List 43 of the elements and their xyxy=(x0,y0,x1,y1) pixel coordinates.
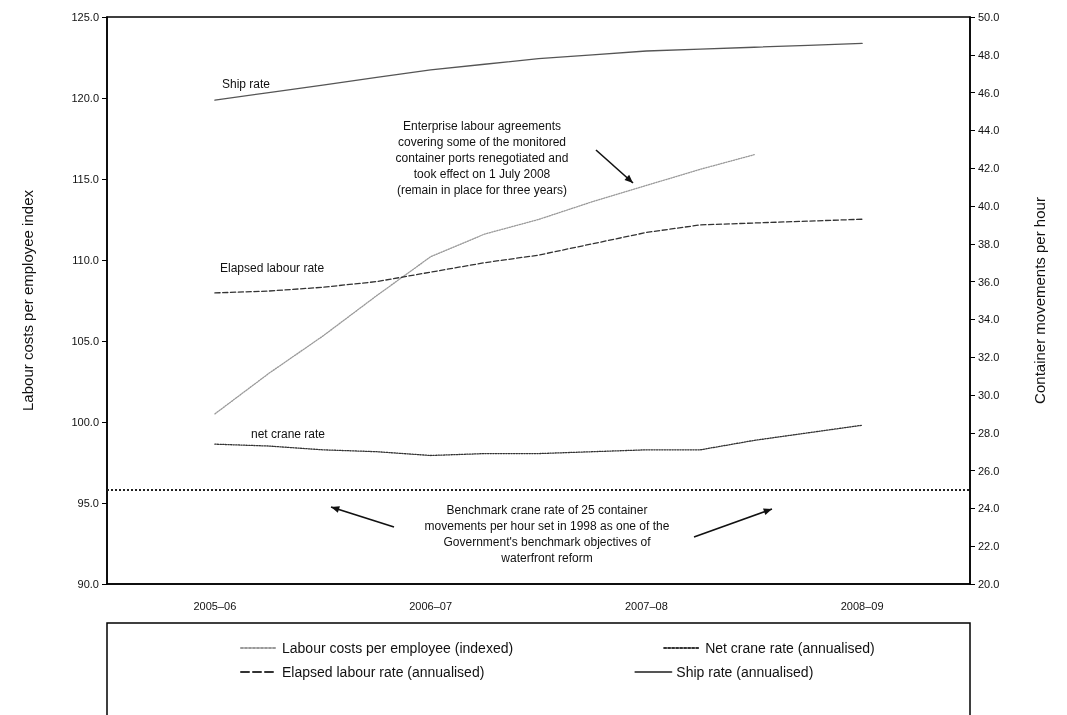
line-series xyxy=(214,218,863,294)
y-tick-label: 115.0 xyxy=(72,173,99,185)
y2-tick-label: 20.0 xyxy=(978,578,1000,590)
y-axis-title: Labour costs per employee index xyxy=(19,189,36,411)
annotation: Enterprise labour agreements covering some of the monitored container ports renegotiated and took effect on 1 July 2008 (remain in place for three years) xyxy=(395,119,569,197)
y2-tick-label: 42.0 xyxy=(978,162,1000,175)
legend-label: Net crane rate (annualised) xyxy=(705,640,875,656)
annotation: Ship rate xyxy=(222,77,271,91)
legend-label: Labour costs per employee (indexed) xyxy=(282,640,514,656)
y-tick-label: 100.0 xyxy=(71,416,99,428)
x-tick-label: 2006–07 xyxy=(409,599,453,612)
legend-label: Elapsed labour rate (annualised) xyxy=(282,664,485,680)
y-tick-label: 105.0 xyxy=(71,335,99,347)
y2-tick-label: 28.0 xyxy=(978,426,1000,439)
line-series xyxy=(214,424,863,457)
x-tick-label: 2005–06 xyxy=(193,599,237,612)
y2-tick-label: 30.0 xyxy=(978,389,1000,401)
legend-label: Ship rate (annualised) xyxy=(676,664,814,680)
y2-tick-label: 40.0 xyxy=(978,200,1000,212)
x-tick-label: 2008–09 xyxy=(840,599,884,612)
annotation: net crane rate xyxy=(251,427,326,441)
y2-tick-label: 36.0 xyxy=(978,275,1000,288)
x-tick-label: 2007–08 xyxy=(624,599,668,612)
y2-tick-label: 48.0 xyxy=(978,48,1000,61)
y-tick-label: 90.0 xyxy=(77,578,99,590)
y2-tick-label: 34.0 xyxy=(978,313,1000,326)
y2-axis-title: Container movements per hour xyxy=(1031,197,1048,404)
y-tick-label: 125.0 xyxy=(71,11,99,23)
y2-tick-label: 46.0 xyxy=(978,86,1000,99)
y2-tick-label: 50.0 xyxy=(978,11,1000,23)
line-series xyxy=(214,154,755,415)
y-tick-label: 95.0 xyxy=(77,497,99,509)
annotation: Benchmark crane rate of 25 container movements per hour set in 1998 as one of the Government's benchmark objectives of waterfront reform xyxy=(424,503,670,565)
y2-tick-label: 32.0 xyxy=(978,351,1000,364)
y2-tick-label: 38.0 xyxy=(978,237,1000,250)
annotation: Elapsed labour rate xyxy=(220,261,325,275)
y2-tick-label: 44.0 xyxy=(978,124,1000,137)
y2-tick-label: 24.0 xyxy=(978,502,1000,515)
line-series xyxy=(214,42,863,101)
y-tick-label: 120.0 xyxy=(71,92,99,104)
y2-tick-label: 26.0 xyxy=(978,464,1000,477)
y-tick-label: 110.0 xyxy=(72,254,99,266)
y2-tick-label: 22.0 xyxy=(978,540,1000,553)
